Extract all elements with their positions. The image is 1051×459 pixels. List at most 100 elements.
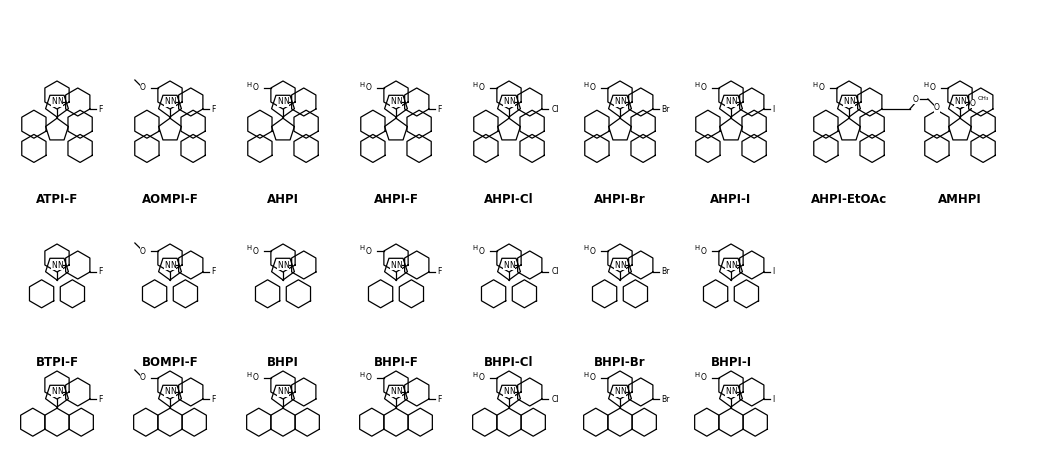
- Text: N: N: [284, 387, 289, 397]
- Text: H: H: [247, 372, 252, 378]
- Text: O: O: [590, 84, 596, 93]
- Text: O: O: [253, 84, 259, 93]
- Text: I: I: [771, 105, 774, 113]
- Text: N: N: [502, 261, 509, 269]
- Text: Cl: Cl: [551, 268, 559, 276]
- Text: N: N: [58, 387, 63, 397]
- Text: O: O: [819, 84, 825, 93]
- Text: N: N: [614, 97, 619, 106]
- Text: H: H: [473, 245, 478, 251]
- Text: F: F: [99, 105, 103, 113]
- Text: N: N: [731, 97, 737, 106]
- Text: N: N: [164, 261, 169, 269]
- Text: H: H: [359, 372, 365, 378]
- Text: I: I: [771, 394, 774, 403]
- Text: F: F: [99, 394, 103, 403]
- Text: Cl: Cl: [551, 394, 559, 403]
- Text: O: O: [253, 246, 259, 256]
- Text: Br: Br: [662, 394, 671, 403]
- Text: O: O: [140, 374, 146, 382]
- Text: N: N: [390, 387, 395, 397]
- Text: H: H: [583, 245, 589, 251]
- Text: O: O: [253, 374, 259, 382]
- Text: N: N: [510, 387, 515, 397]
- Text: O: O: [913, 95, 919, 103]
- Text: AOMPI-F: AOMPI-F: [142, 193, 199, 206]
- Text: N: N: [843, 97, 848, 106]
- Text: N: N: [502, 387, 509, 397]
- Text: N: N: [396, 261, 403, 269]
- Text: Br: Br: [662, 105, 671, 113]
- Text: N: N: [170, 387, 177, 397]
- Text: N: N: [620, 261, 626, 269]
- Text: N: N: [170, 97, 177, 106]
- Text: O: O: [479, 374, 485, 382]
- Text: AHPI-Br: AHPI-Br: [594, 193, 646, 206]
- Text: N: N: [390, 261, 395, 269]
- Text: N: N: [50, 387, 57, 397]
- Text: H: H: [695, 372, 700, 378]
- Text: BHPI-F: BHPI-F: [373, 356, 418, 369]
- Text: BHPI-Br: BHPI-Br: [594, 356, 645, 369]
- Text: N: N: [725, 387, 730, 397]
- Text: H: H: [473, 82, 478, 88]
- Text: N: N: [396, 387, 403, 397]
- Text: F: F: [211, 105, 217, 113]
- Text: I: I: [771, 268, 774, 276]
- Text: N: N: [620, 387, 626, 397]
- Text: N: N: [731, 261, 737, 269]
- Text: H: H: [924, 82, 929, 88]
- Text: O: O: [140, 84, 146, 93]
- Text: O: O: [590, 374, 596, 382]
- Text: ATPI-F: ATPI-F: [36, 193, 78, 206]
- Text: BHPI: BHPI: [267, 356, 298, 369]
- Text: H: H: [583, 82, 589, 88]
- Text: O: O: [366, 84, 372, 93]
- Text: N: N: [170, 261, 177, 269]
- Text: Br: Br: [662, 268, 671, 276]
- Text: N: N: [50, 261, 57, 269]
- Text: AHPI: AHPI: [267, 193, 298, 206]
- Text: N: N: [390, 97, 395, 106]
- Text: O: O: [479, 84, 485, 93]
- Text: N: N: [502, 97, 509, 106]
- Text: F: F: [437, 394, 442, 403]
- Text: H: H: [247, 82, 252, 88]
- Text: O: O: [590, 246, 596, 256]
- Text: O: O: [366, 246, 372, 256]
- Text: H: H: [473, 372, 478, 378]
- Text: AMHPI: AMHPI: [939, 193, 982, 206]
- Text: H: H: [812, 82, 818, 88]
- Text: N: N: [276, 387, 283, 397]
- Text: N: N: [510, 97, 515, 106]
- Text: H: H: [695, 82, 700, 88]
- Text: N: N: [164, 97, 169, 106]
- Text: H: H: [359, 82, 365, 88]
- Text: N: N: [961, 97, 966, 106]
- Text: N: N: [614, 261, 619, 269]
- Text: O: O: [930, 84, 935, 93]
- Text: O: O: [934, 103, 940, 112]
- Text: N: N: [276, 97, 283, 106]
- Text: N: N: [953, 97, 960, 106]
- Text: N: N: [725, 97, 730, 106]
- Text: F: F: [211, 394, 217, 403]
- Text: N: N: [620, 97, 626, 106]
- Text: N: N: [725, 261, 730, 269]
- Text: AHPI-EtOAc: AHPI-EtOAc: [811, 193, 887, 206]
- Text: O: O: [701, 374, 707, 382]
- Text: N: N: [276, 261, 283, 269]
- Text: CH₃: CH₃: [978, 96, 989, 101]
- Text: N: N: [510, 261, 515, 269]
- Text: N: N: [849, 97, 856, 106]
- Text: AHPI-F: AHPI-F: [373, 193, 418, 206]
- Text: Cl: Cl: [551, 105, 559, 113]
- Text: H: H: [247, 245, 252, 251]
- Text: F: F: [99, 268, 103, 276]
- Text: F: F: [211, 268, 217, 276]
- Text: F: F: [437, 105, 442, 113]
- Text: BHPI-Cl: BHPI-Cl: [485, 356, 534, 369]
- Text: BTPI-F: BTPI-F: [36, 356, 79, 369]
- Text: N: N: [396, 97, 403, 106]
- Text: N: N: [50, 97, 57, 106]
